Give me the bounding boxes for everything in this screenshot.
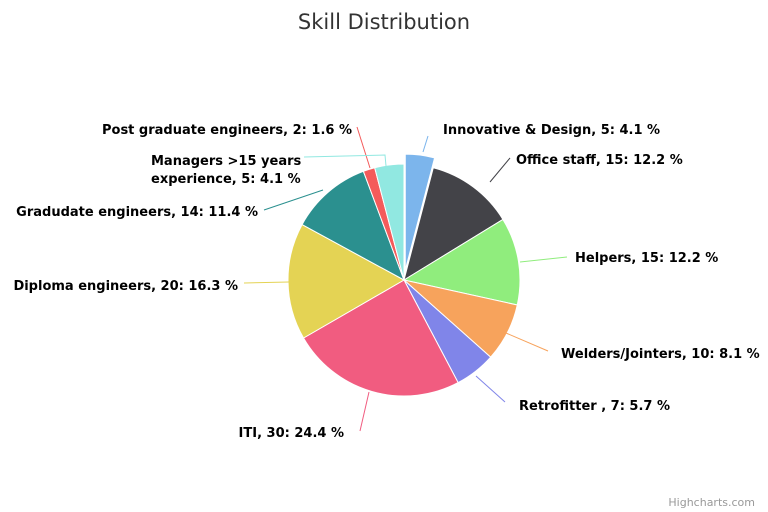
data-label-diploma-engineers: Diploma engineers, 20: 16.3 %	[13, 279, 238, 294]
data-label-gradudate-engineers: Gradudate engineers, 14: 11.4 %	[16, 205, 258, 220]
credits-link[interactable]: Highcharts.com	[668, 496, 755, 509]
connector-office-staff	[489, 157, 511, 183]
data-label-retrofitter: Retrofitter , 7: 5.7 %	[519, 399, 670, 414]
data-labels: Innovative & Design, 5: 4.1 % Office staf…	[13, 123, 759, 441]
data-label-innovative-design: Innovative & Design, 5: 4.1 %	[443, 123, 660, 138]
connector-iti	[359, 391, 370, 432]
pie-slice-gradudate-engineers[interactable]	[301, 170, 405, 281]
data-label-managers-15-years-experience: Managers >15 years experience, 5: 4.1 %	[151, 154, 302, 187]
pie-slice-iti[interactable]	[303, 279, 459, 397]
connector-gradudate-engineers	[263, 189, 324, 211]
data-label-office-staff: Office staff, 15: 12.2 %	[516, 153, 683, 168]
connector-retrofitter	[475, 375, 506, 403]
pie-slice-office-staff[interactable]	[403, 167, 504, 281]
pie-slice-diploma-engineers[interactable]	[287, 224, 405, 339]
data-label-iti: ITI, 30: 24.4 %	[239, 426, 344, 441]
pie-slices	[287, 153, 521, 397]
connector-innovative-design	[422, 135, 429, 153]
connector-post-graduate-engineers	[356, 126, 371, 169]
data-label-post-graduate-engineers: Post graduate engineers, 2: 1.6 %	[102, 123, 352, 138]
data-label-helpers: Helpers, 15: 12.2 %	[575, 251, 718, 266]
connector-helpers	[519, 256, 568, 263]
chart-title: Skill Distribution	[298, 10, 470, 34]
data-label-welders-jointers: Welders/Jointers, 10: 8.1 %	[561, 347, 760, 362]
pie-slice-managers-15-years-experience[interactable]	[374, 163, 405, 281]
pie-slice-innovative-design[interactable]	[404, 153, 436, 271]
connector-diploma-engineers	[243, 281, 290, 284]
pie-slice-helpers[interactable]	[403, 218, 521, 306]
connector-welders-jointers	[505, 332, 549, 352]
connector-managers-15-years-experience	[303, 154, 387, 167]
label-connectors	[243, 126, 568, 432]
